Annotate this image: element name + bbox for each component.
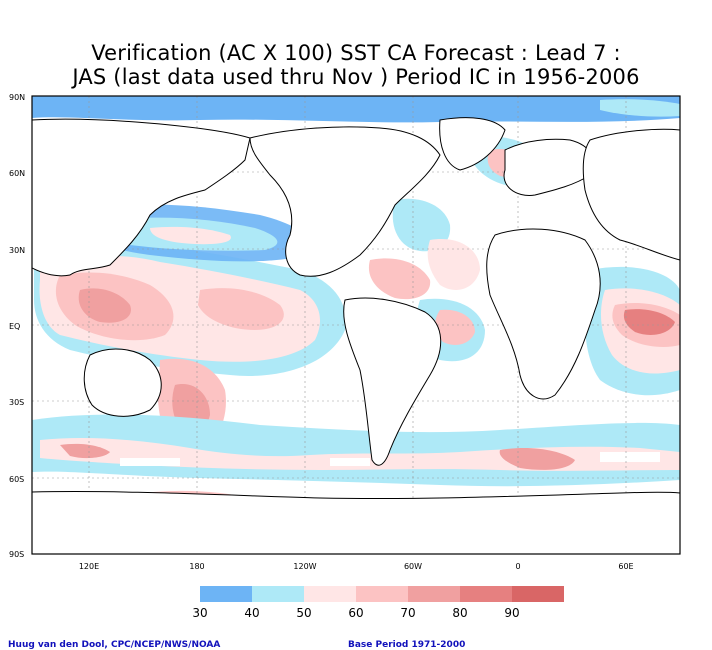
credit-text: Huug van den Dool, CPC/NCEP/NWS/NOAA [8, 640, 221, 650]
lon-label-60w: 60W [403, 562, 423, 571]
lat-label-30s: 30S [9, 398, 25, 407]
lon-label-60e: 60E [618, 562, 634, 571]
map-title-line1: Verification (AC X 100) SST CA Forecast … [91, 41, 621, 65]
lat-label-90n: 90N [9, 93, 26, 102]
lon-label-180: 180 [189, 562, 205, 571]
colorbar-segment-60-70 [356, 586, 408, 602]
lon-label-120w: 120W [293, 562, 317, 571]
lat-label-30n: 30N [9, 246, 26, 255]
colorbar-tick-30: 30 [192, 606, 208, 620]
lat-label-60s: 60S [9, 475, 25, 484]
colorbar-tick-60: 60 [348, 606, 364, 620]
colorbar-segment-90-up [512, 586, 564, 602]
colorbar-segment-70-80 [408, 586, 460, 602]
colorbar-tick-70: 70 [400, 606, 416, 620]
colorbar-tick-50: 50 [296, 606, 312, 620]
base-period-text: Base Period 1971-2000 [348, 640, 466, 650]
colorbar-segment-50-60 [304, 586, 356, 602]
colorbar-tick-90: 90 [504, 606, 520, 620]
continents [32, 117, 680, 554]
colorbar-tick-40: 40 [244, 606, 260, 620]
lat-label-eq: EQ [9, 322, 21, 331]
lat-label-60n: 60N [9, 169, 26, 178]
lon-label-0: 0 [515, 562, 521, 571]
colorbar-tick-80: 80 [452, 606, 468, 620]
colorbar-segment-30-40 [200, 586, 252, 602]
map-title-line2: JAS (last data used thru Nov ) Period IC… [72, 65, 640, 89]
lon-label-120e: 120E [78, 562, 100, 571]
lat-label-90s: 90S [9, 550, 25, 559]
colorbar-segment-40-50 [252, 586, 304, 602]
map-frame [31, 95, 681, 555]
colorbar-segment-80-90 [460, 586, 512, 602]
